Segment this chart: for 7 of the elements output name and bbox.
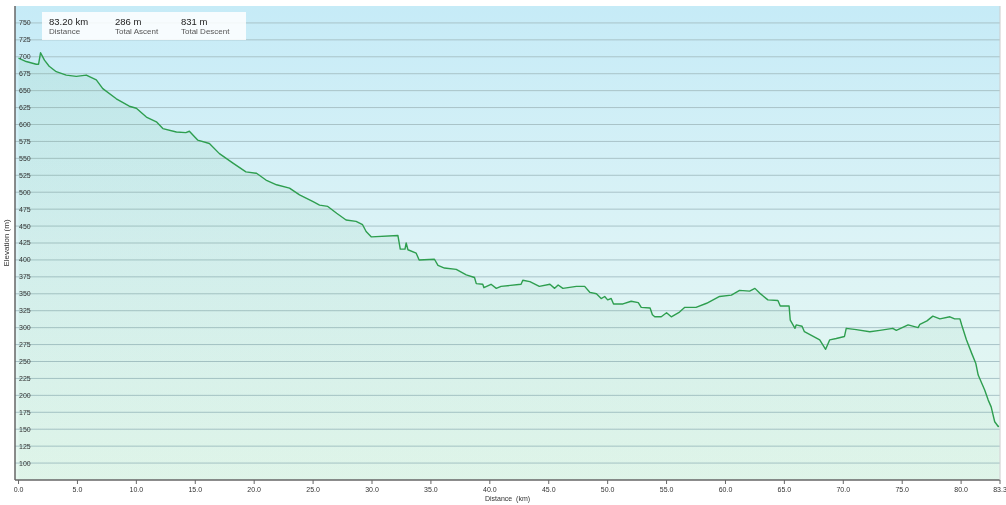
annotation: Distance [49,27,81,36]
annotation: 831 m [181,16,208,27]
annotation: 83.20 km [49,16,89,27]
annotation: Total Descent [181,27,231,36]
y-axis-title: Elevation (m) [2,219,11,267]
annotation: Total Ascent [115,27,159,36]
annotation: 286 m [115,16,142,27]
